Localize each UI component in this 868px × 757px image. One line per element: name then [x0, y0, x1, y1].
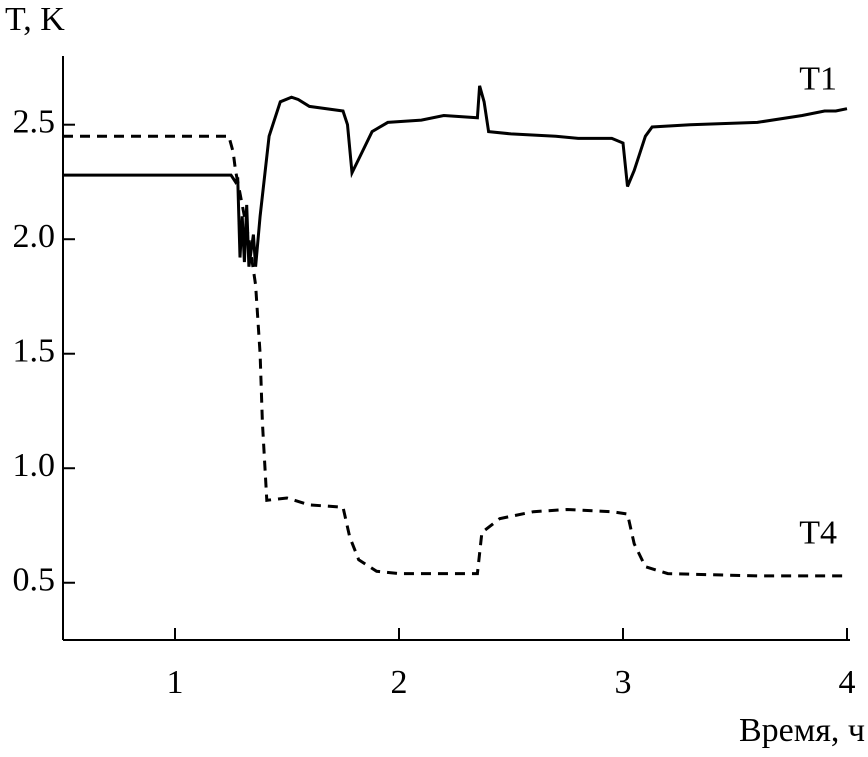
x-tick-label: 2	[391, 664, 408, 701]
series-label: T4	[799, 515, 837, 552]
y-tick-label: 1.0	[13, 447, 56, 484]
series-line	[63, 134, 847, 578]
x-axis-label: Время, ч	[739, 712, 865, 749]
y-tick-label: 2.5	[13, 104, 56, 141]
x-tick-label: 4	[839, 664, 856, 701]
y-tick-label: 2.0	[13, 218, 56, 255]
y-axis-label: T, K	[5, 1, 65, 38]
series-line	[63, 85, 848, 267]
series-label: T1	[799, 60, 837, 97]
x-tick-label: 1	[167, 664, 184, 701]
y-tick-label: 0.5	[13, 562, 56, 599]
x-tick-label: 3	[615, 664, 632, 701]
y-tick-label: 1.5	[13, 333, 56, 370]
